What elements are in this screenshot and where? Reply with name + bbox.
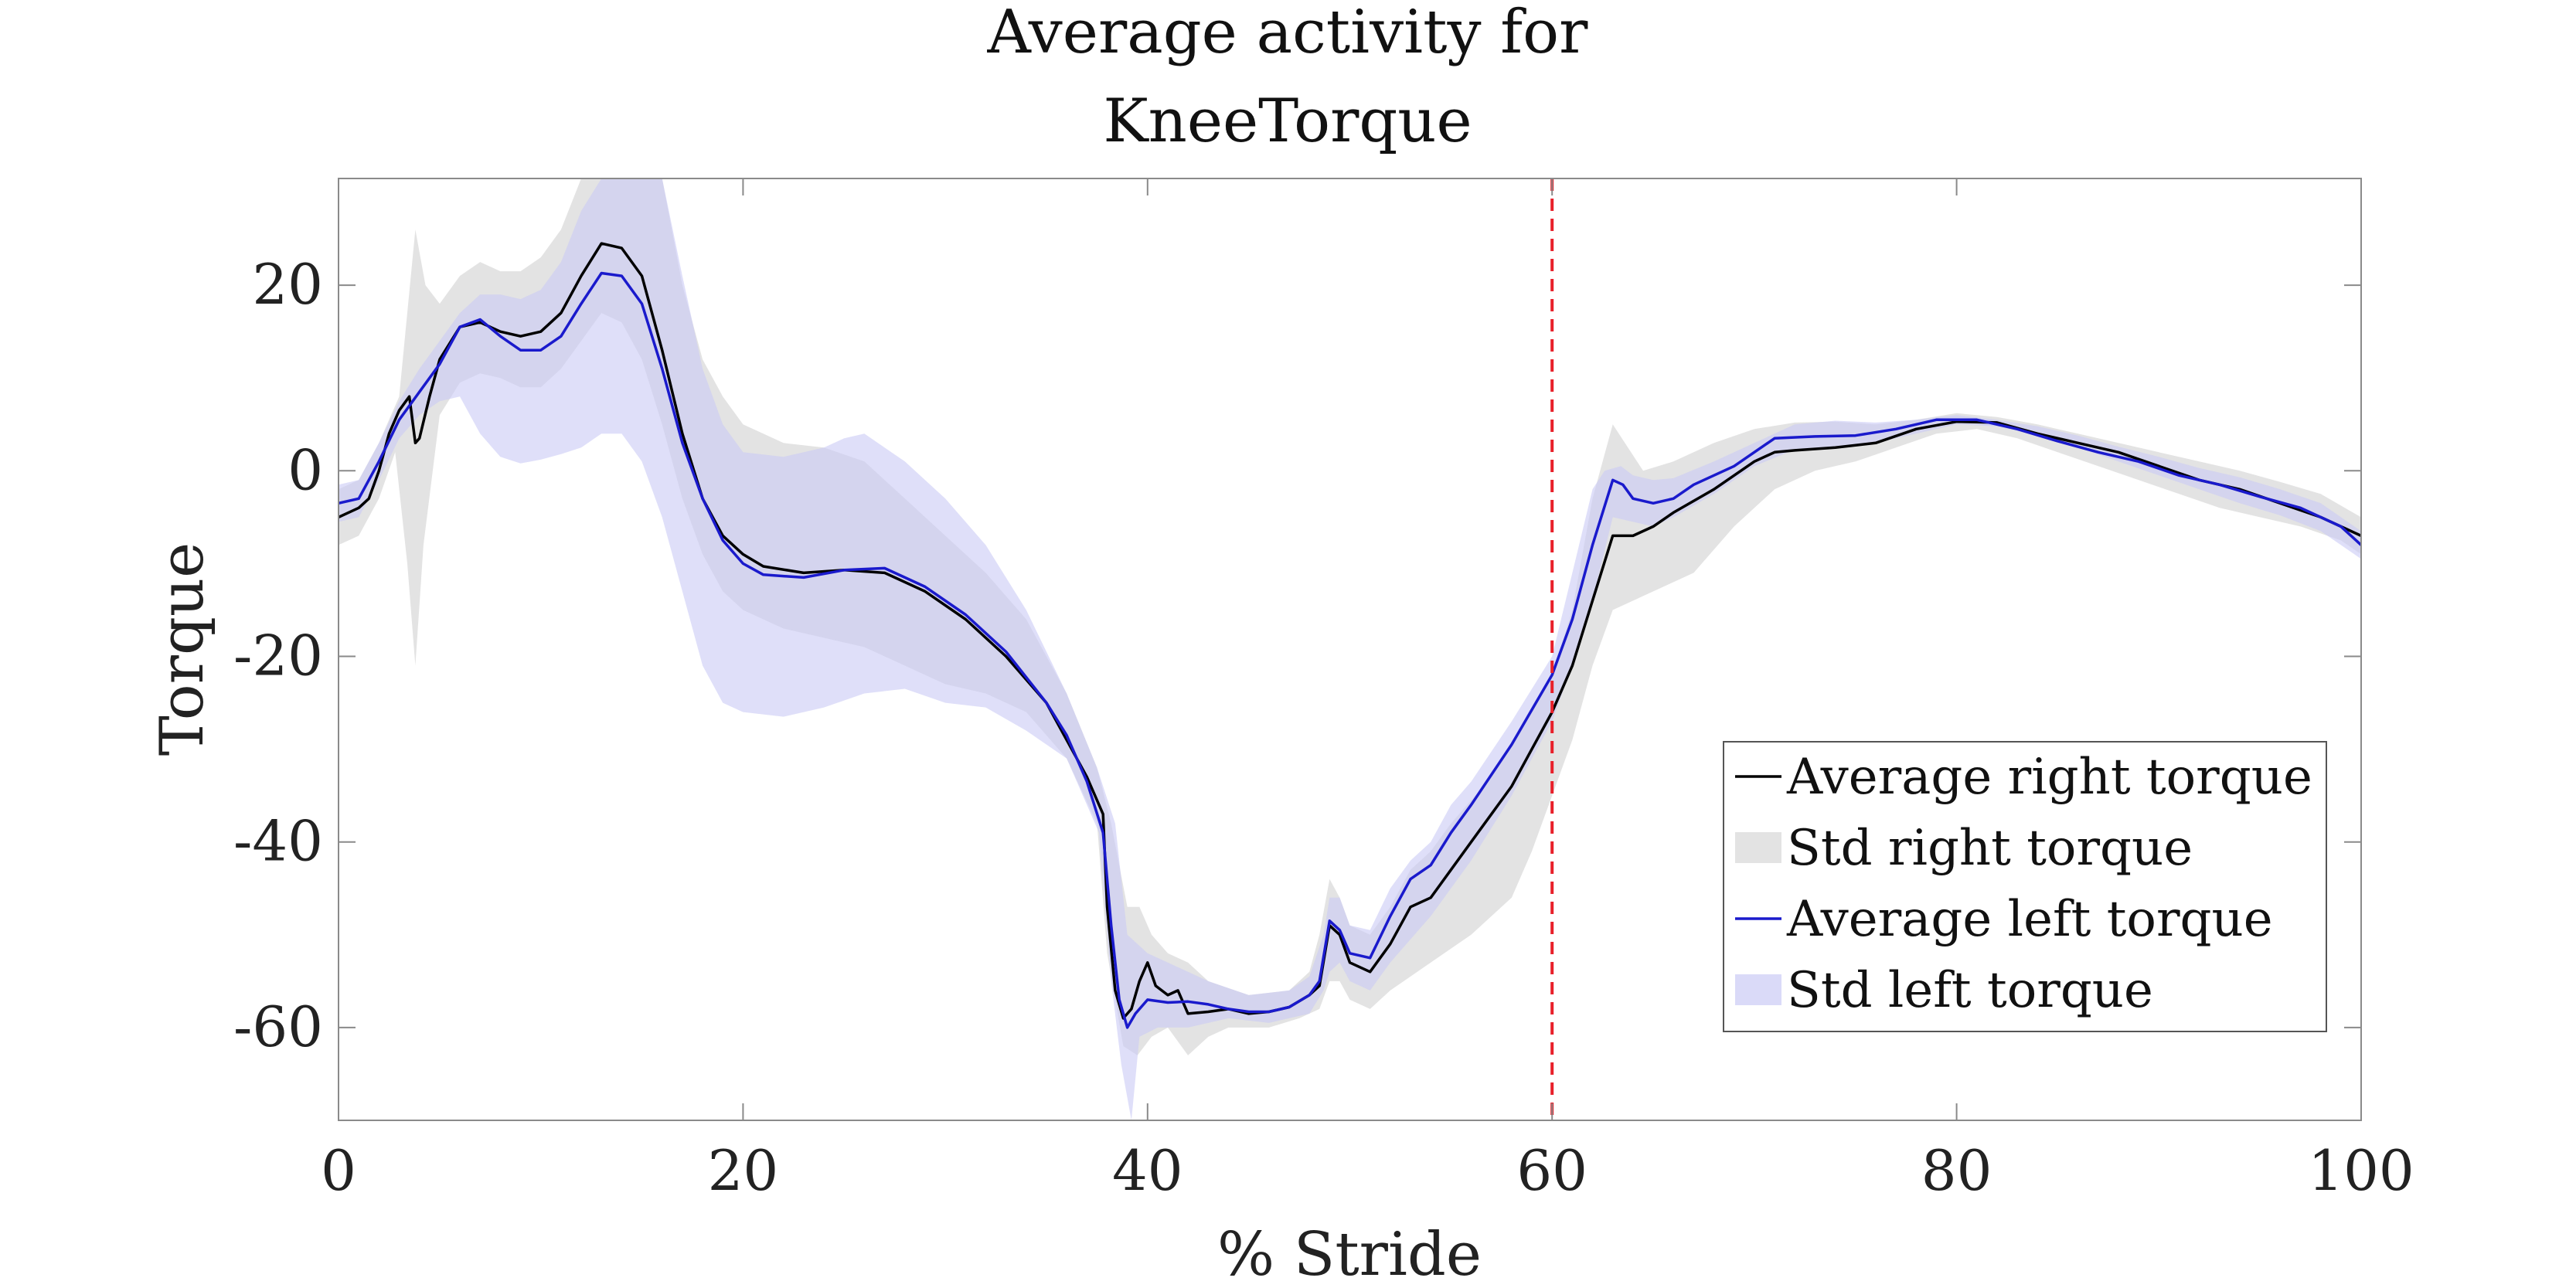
x-tick-label: 100 — [2308, 1138, 2414, 1203]
legend-swatch-std-right-torque — [1735, 832, 1781, 863]
x-axis-label: % Stride — [1217, 1220, 1482, 1288]
y-axis-label: Torque — [148, 542, 217, 756]
legend-swatch-std-left-torque — [1735, 974, 1781, 1005]
y-tick-label: -60 — [233, 994, 323, 1059]
x-tick-label: 40 — [1112, 1138, 1183, 1203]
average-right-torque-line — [339, 242, 2361, 1020]
std-left-torque-band — [339, 178, 2361, 1120]
y-tick-label: -20 — [233, 624, 323, 688]
legend-label-average-left-torque: Average left torque — [1786, 891, 2273, 948]
x-tick-label: 60 — [1516, 1138, 1587, 1203]
y-tick-label: 20 — [252, 252, 323, 317]
x-tick-label: 20 — [708, 1138, 779, 1203]
average-lines — [339, 242, 2361, 1029]
x-axis-ticks: 0 20 40 60 80 100 — [321, 178, 2414, 1203]
plot-frame — [338, 178, 2362, 1121]
legend: Average right torque Std right torque Aver… — [1723, 741, 2327, 1032]
average-left-torque-line — [339, 271, 2361, 1029]
legend-label-std-left-torque: Std left torque — [1787, 962, 2153, 1019]
chart-title-line-1: Average activity for — [987, 0, 1589, 67]
legend-box — [1723, 741, 2327, 1032]
legend-label-average-right-torque: Average right torque — [1786, 749, 2312, 806]
std-bands — [339, 178, 2361, 1120]
y-tick-label: -40 — [233, 809, 323, 874]
std-right-torque-band — [339, 178, 2361, 1055]
x-tick-label: 80 — [1921, 1138, 1992, 1203]
y-axis-ticks: -60 -40 -20 0 20 — [233, 252, 2361, 1059]
legend-label-std-right-torque: Std right torque — [1787, 820, 2193, 877]
y-tick-label: 0 — [288, 437, 323, 502]
x-tick-label: 0 — [321, 1138, 356, 1203]
chart-title-line-2: KneeTorque — [1103, 87, 1472, 156]
